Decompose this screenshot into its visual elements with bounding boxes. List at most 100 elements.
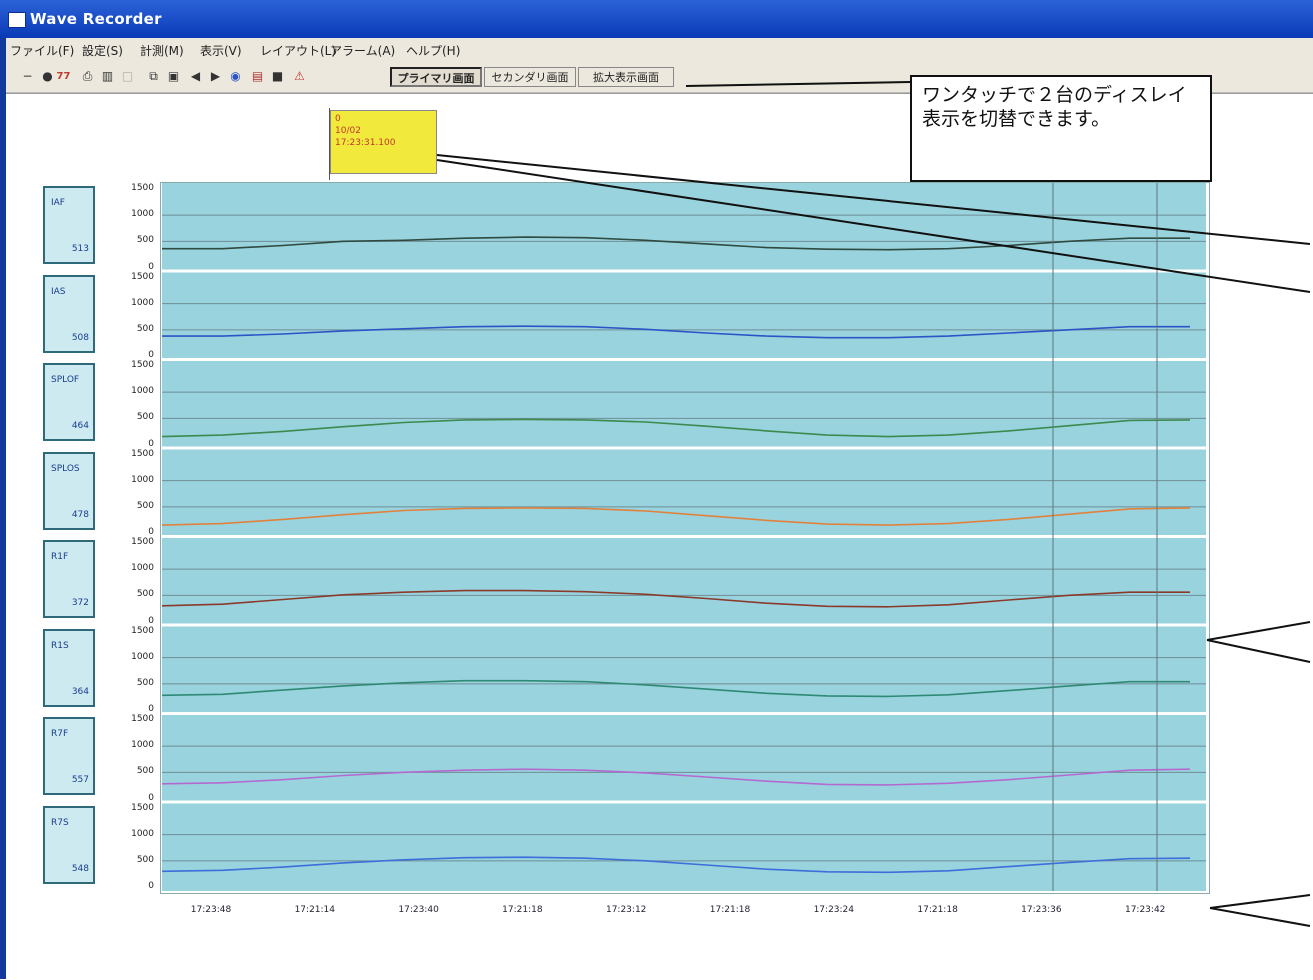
y-tick-label: 1500 (131, 714, 154, 724)
panel-separator (162, 712, 1206, 715)
menu-file[interactable]: ファイル(F) (10, 44, 75, 58)
title-bar: Wave Recorder (0, 0, 1313, 38)
x-tick-label: 17:21:18 (917, 905, 958, 915)
y-tick-label: 1500 (131, 802, 154, 813)
channel-label-r1s[interactable]: R1S 364 (43, 628, 95, 707)
y-tick-label: 500 (136, 235, 154, 246)
channel-label-splos[interactable]: SPLOS 478 (43, 451, 95, 530)
cursor-readout: 0 10/02 17:23:31.100 (330, 110, 437, 174)
series-line-r1f (161, 589, 1190, 608)
callout-pointer (1209, 907, 1311, 927)
x-tick-label: 17:23:48 (190, 905, 232, 915)
callout-pointer (436, 159, 1311, 293)
secondary-screen-button[interactable]: セカンダリ画面 (484, 67, 576, 87)
menu-measure[interactable]: 計測(M) (140, 44, 184, 58)
save-icon[interactable]: ▣ (167, 69, 180, 83)
series-line-ias (162, 325, 1190, 339)
display-icon[interactable]: ■ (271, 69, 284, 83)
cursor-readout-line2: 10/02 (335, 126, 361, 136)
arrow-right-icon[interactable]: ▶ (210, 69, 221, 83)
x-tick-label: 17:21:18 (709, 905, 751, 915)
menu-layout[interactable]: レイアウト(L) (260, 44, 337, 58)
channel-label-ias[interactable]: IAS 508 (43, 274, 95, 353)
y-tick-label: 1500 (131, 183, 154, 193)
channel-label-r7f[interactable]: R7F 557 (43, 717, 95, 795)
counter-icon[interactable]: 77 (56, 71, 71, 82)
primary-screen-button[interactable]: プライマリ画面 (390, 67, 482, 87)
y-tick-label: 1000 (131, 297, 154, 308)
panel-separator (162, 358, 1206, 361)
panel-separator (162, 623, 1206, 627)
x-tick-label: 17:23:36 (1021, 905, 1062, 915)
panel-separator (162, 446, 1206, 450)
x-tick-label: 17:23:40 (398, 905, 439, 915)
channel-name: R7S (51, 817, 69, 828)
y-tick-label: 0 (148, 704, 154, 714)
chart-icon[interactable]: ▥ (101, 69, 114, 83)
series-line-r7s (161, 856, 1191, 874)
globe-icon[interactable]: ◉ (230, 69, 241, 83)
callout-display-switch: ワンタッチで２台のディスレイ表示を切替できます。 (910, 75, 1212, 182)
menu-settings[interactable]: 設定(S) (82, 44, 123, 58)
menu-help[interactable]: ヘルプ(H) (406, 44, 461, 58)
series-line-iaf (162, 236, 1190, 251)
channel-name: R1F (51, 552, 69, 562)
channel-name: R1S (51, 640, 69, 651)
y-tick-label: 0 (148, 438, 154, 449)
channel-label-splof[interactable]: SPLOF 464 (43, 363, 95, 441)
panel-separator (162, 269, 1206, 273)
y-tick-label: 500 (136, 500, 154, 511)
channel-value: 508 (71, 332, 89, 343)
window-title: Wave Recorder (30, 10, 162, 28)
y-tick-label: 500 (136, 677, 154, 688)
y-tick-label: 0 (148, 792, 154, 803)
y-tick-label: 1000 (131, 651, 154, 662)
menu-view[interactable]: 表示(V) (200, 44, 242, 58)
y-tick-label: 1000 (131, 563, 154, 574)
callout-pointer (1206, 621, 1311, 641)
y-tick-label: 1500 (131, 271, 154, 282)
callout-pointer (1206, 639, 1311, 663)
y-tick-label: 1000 (131, 474, 154, 485)
arrow-left-icon[interactable]: ◀ (190, 69, 201, 83)
y-tick-label: 1500 (131, 625, 154, 636)
print-icon[interactable]: ⎙ (82, 69, 93, 83)
menu-alarm[interactable]: アラーム(A) (330, 44, 396, 58)
callout-pointer (1209, 894, 1311, 909)
callout-pointer (436, 154, 1311, 245)
panel-separator (162, 800, 1206, 804)
book-icon[interactable]: ▤ (251, 69, 264, 83)
channel-value: 548 (71, 863, 89, 874)
zoom-screen-button[interactable]: 拡大表示画面 (578, 67, 674, 87)
channel-value: 513 (71, 244, 89, 254)
minus-icon[interactable]: − (22, 69, 33, 83)
y-tick-label: 1500 (131, 537, 154, 547)
channel-name: R7F (51, 729, 69, 739)
copy-icon[interactable]: ⧉ (149, 69, 158, 83)
y-tick-label: 500 (136, 412, 154, 423)
channel-value: 364 (71, 686, 89, 697)
channel-label-r1f[interactable]: R1F 372 (43, 540, 95, 618)
y-tick-label: 500 (136, 589, 154, 600)
channel-label-iaf[interactable]: IAF 513 (43, 186, 95, 264)
channel-label-r7s[interactable]: R7S 548 (43, 805, 95, 884)
channel-value: 464 (71, 421, 89, 431)
y-tick-label: 1000 (131, 209, 154, 220)
callout-pointer (685, 81, 911, 87)
series-line-splof (161, 418, 1191, 438)
alert-icon[interactable]: ⚠ (294, 69, 305, 83)
series-line-r1s (161, 679, 1190, 698)
y-tick-label: 1000 (131, 386, 154, 397)
x-tick-label: 17:23:12 (605, 905, 647, 915)
cursor-readout-line1: 0 (335, 114, 341, 124)
channel-name: IAF (51, 198, 65, 208)
y-tick-label: 500 (136, 323, 154, 334)
blank-icon[interactable]: □ (121, 69, 134, 83)
y-tick-label: 500 (136, 854, 154, 865)
record-icon[interactable]: ● (42, 69, 53, 83)
x-tick-label: 17:21:14 (294, 905, 335, 915)
channel-name: SPLOF (51, 375, 80, 385)
y-tick-label: 0 (148, 615, 154, 626)
channel-value: 478 (71, 509, 89, 520)
cursor-line[interactable] (329, 108, 330, 180)
